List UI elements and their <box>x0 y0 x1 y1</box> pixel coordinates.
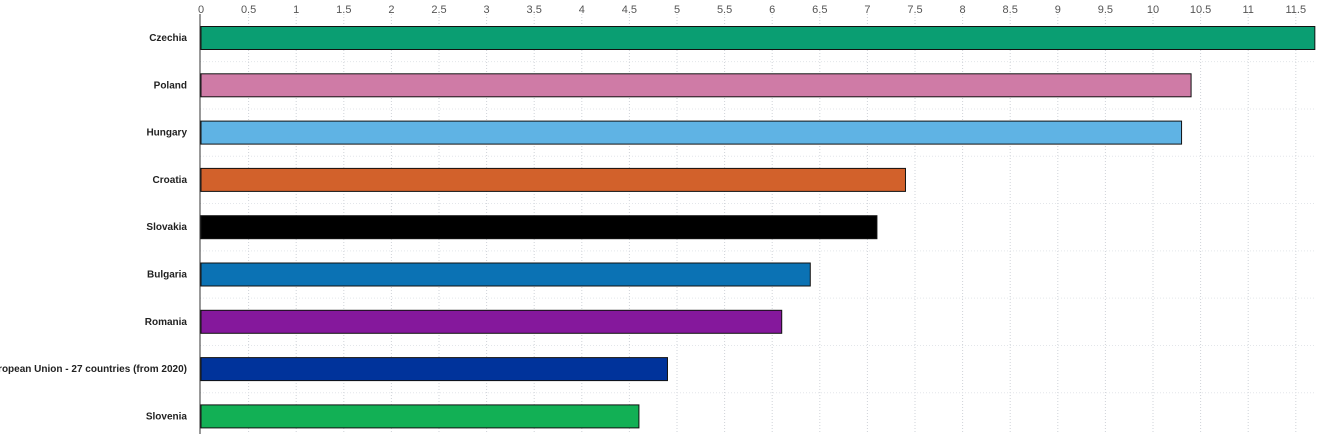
x-tick-label: 5 <box>674 4 680 16</box>
bar-czechia[interactable] <box>200 26 1316 50</box>
x-tick-label: 4.5 <box>622 4 637 16</box>
category-label: Hungary <box>146 128 187 139</box>
x-tick-label: 4 <box>579 4 585 16</box>
category-label: Bulgaria <box>147 270 187 281</box>
category-label: European Union - 27 countries (from 2020… <box>0 364 187 375</box>
category-label: Croatia <box>153 175 188 186</box>
category-label: Slovenia <box>146 411 188 422</box>
category-labels: Czechia Poland Hungary Croatia Slovakia Bulga… <box>0 33 187 422</box>
x-tick-label: 2.5 <box>431 4 446 16</box>
x-tick-label: 3 <box>484 4 490 16</box>
x-tick-label: 10.5 <box>1190 4 1211 16</box>
x-tick-label: 8.5 <box>1003 4 1018 16</box>
bars <box>200 26 1316 429</box>
x-tick-label: 7 <box>864 4 870 16</box>
x-tick-label: 6 <box>769 4 775 16</box>
x-tick-label: 0 <box>198 4 204 16</box>
x-tick-label: 7.5 <box>907 4 922 16</box>
x-tick-label: 9 <box>1055 4 1061 16</box>
x-tick-label: 3.5 <box>527 4 542 16</box>
x-axis-ticks: 0 0.5 1 1.5 2 2.5 3 3.5 4 4.5 5 5.5 6 6.5 7 7.5 8 8.5 9 9.5… <box>198 4 1306 16</box>
category-label: Poland <box>154 80 187 91</box>
bar-slovenia[interactable] <box>200 404 640 429</box>
x-tick-label: 5.5 <box>717 4 732 16</box>
x-tick-label: 8 <box>960 4 966 16</box>
category-label: Slovakia <box>146 222 187 233</box>
bar-poland[interactable] <box>200 73 1192 98</box>
x-tick-label: 11.5 <box>1286 4 1307 16</box>
bar-romania[interactable] <box>200 309 783 334</box>
x-tick-label: 0.5 <box>241 4 256 16</box>
bar-hungary[interactable] <box>200 120 1183 145</box>
category-label: Romania <box>145 317 188 328</box>
x-tick-label: 9.5 <box>1098 4 1113 16</box>
x-tick-label: 1 <box>293 4 299 16</box>
bar-bulgaria[interactable] <box>200 262 811 287</box>
bar-slovakia[interactable] <box>200 215 878 240</box>
bar-croatia[interactable] <box>200 167 906 192</box>
x-tick-label: 11 <box>1242 4 1253 16</box>
x-tick-label: 6.5 <box>812 4 827 16</box>
x-tick-label: 1.5 <box>336 4 351 16</box>
x-tick-label: 10 <box>1147 4 1159 16</box>
x-tick-label: 2 <box>388 4 394 16</box>
category-label: Czechia <box>149 33 187 44</box>
bar-european-union-27-countries-from-2020[interactable] <box>200 357 668 382</box>
